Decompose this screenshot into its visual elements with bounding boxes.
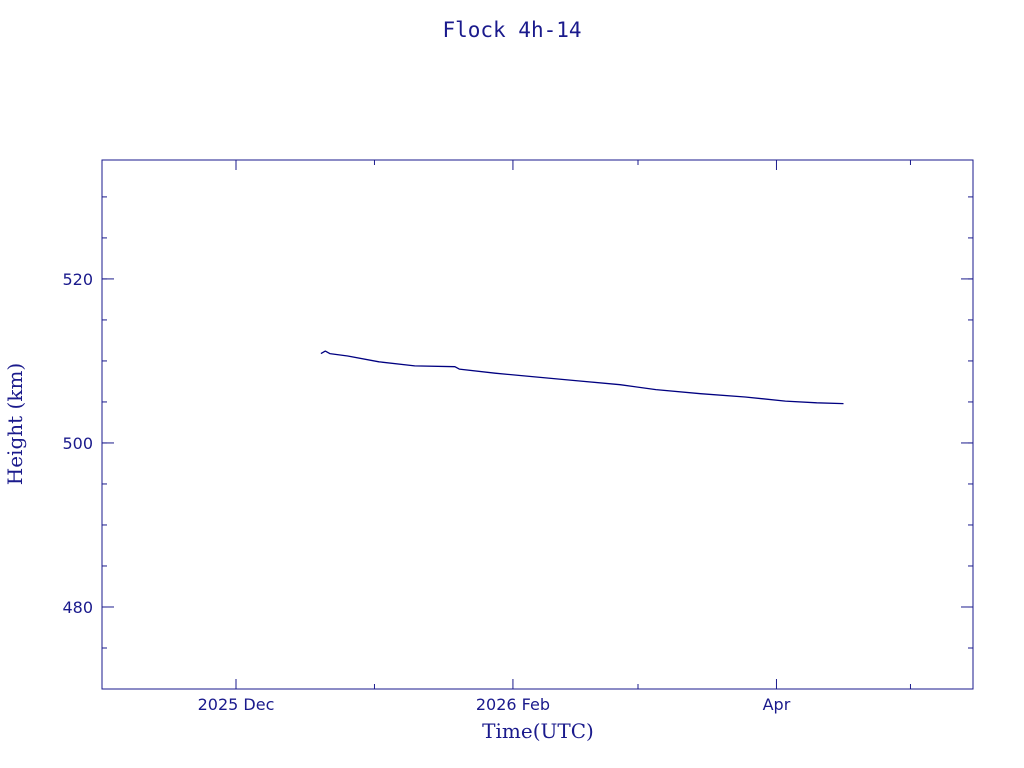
tick-labels-layer: 2025 Dec 2026 Feb Apr 480 500 520 xyxy=(62,270,790,714)
x-tick-label: 2025 Dec xyxy=(198,695,275,714)
height-series-line xyxy=(320,350,844,405)
y-tick-label: 480 xyxy=(62,598,93,617)
x-tick-label: 2026 Feb xyxy=(476,695,550,714)
chart-title: Flock 4h-14 xyxy=(442,18,581,42)
y-tick-label: 520 xyxy=(62,270,93,289)
series-layer xyxy=(320,350,844,405)
x-tick-label: Apr xyxy=(763,695,791,714)
y-axis-label: Height (km) xyxy=(3,363,27,485)
plot-frame xyxy=(101,159,974,690)
x-axis-label: Time(UTC) xyxy=(482,719,594,743)
ticks-layer xyxy=(102,160,973,690)
y-tick-label: 500 xyxy=(62,434,93,453)
